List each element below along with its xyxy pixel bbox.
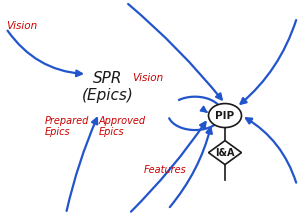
Text: Prepared
Epics: Prepared Epics [45,116,89,137]
Text: PIP: PIP [215,111,235,121]
Circle shape [208,104,242,128]
Text: SPR
(Epics): SPR (Epics) [82,71,134,103]
Text: Vision: Vision [6,21,37,31]
Polygon shape [208,141,242,165]
Text: Features: Features [144,165,187,175]
Text: Approved
Epics: Approved Epics [99,116,146,137]
Text: I&A: I&A [215,148,235,158]
Text: Vision: Vision [132,73,163,83]
